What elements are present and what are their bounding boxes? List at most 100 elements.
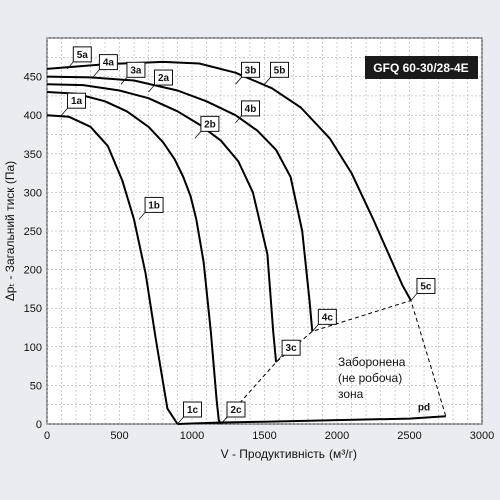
x-tick-label: 2000 — [325, 430, 349, 442]
curve-label-pd: pd — [418, 402, 430, 413]
label-leader — [148, 84, 155, 93]
curve-label-1b: 1b — [138, 196, 164, 220]
label-text: 3a — [130, 65, 142, 76]
label-box — [317, 308, 337, 325]
label-leader — [194, 131, 202, 139]
working-limit-line — [220, 299, 447, 425]
curve-5 — [46, 60, 412, 301]
y-axis-title: Δpₜ - Загальний тиск (Па) — [3, 161, 17, 301]
curve-labels: 1a 1b 1c 2a 2b 2c 3a 3b 3c 4a 4b 4c 5a 5b 5c pd — [61, 46, 436, 425]
label-leader — [93, 69, 100, 77]
label-box — [144, 196, 164, 213]
x-axis-unit: (м³/г) — [329, 447, 357, 461]
label-leader — [138, 212, 146, 220]
curve-label-1a: 1a — [61, 92, 86, 116]
curve-label-4a: 4a — [93, 54, 118, 77]
curve-label-2a: 2a — [148, 69, 173, 93]
label-box — [200, 115, 220, 132]
x-tick-label: 0 — [44, 430, 50, 442]
curve-label-4c: 4c — [312, 308, 337, 332]
curve-1 — [46, 114, 179, 425]
curve-pd — [177, 415, 446, 425]
label-leader — [177, 416, 184, 425]
curve-label-3c: 3c — [275, 339, 301, 363]
curve-label-3a: 3a — [120, 61, 146, 85]
x-tick-label: 1000 — [180, 430, 204, 442]
curve-label-5c: 5c — [410, 277, 436, 301]
curve-label-5a: 5a — [66, 46, 92, 70]
y-tick-label: 250 — [24, 226, 42, 238]
label-text: 4a — [103, 58, 115, 69]
title-background — [365, 56, 478, 79]
chart-title: GFQ 60-30/28-4E — [373, 61, 468, 75]
label-pd-text: pd — [418, 402, 430, 413]
label-box — [67, 92, 86, 109]
label-box — [270, 61, 289, 78]
label-box — [241, 100, 260, 117]
label-box — [416, 277, 436, 294]
label-leader — [220, 416, 228, 425]
y-tick-label: 150 — [24, 303, 42, 315]
y-tick-label: 400 — [24, 110, 42, 122]
curve-4 — [46, 75, 314, 332]
label-text: 2a — [158, 73, 170, 84]
label-leader — [66, 61, 74, 70]
label-leader — [120, 77, 128, 85]
y-tick-label: 450 — [24, 72, 42, 84]
label-box — [98, 54, 118, 71]
label-text: 5c — [420, 281, 432, 292]
y-tick-label: 200 — [24, 265, 42, 277]
x-tick-label: 2500 — [397, 430, 421, 442]
label-leader — [410, 293, 418, 301]
label-text: 4b — [245, 104, 257, 115]
label-box — [281, 339, 301, 356]
curve-label-3b: 3b — [235, 61, 260, 85]
label-text: 4c — [322, 312, 334, 323]
curve-label-5b: 5b — [264, 61, 289, 85]
curve-label-1c: 1c — [177, 401, 202, 425]
label-box — [154, 69, 173, 86]
label-text: 5a — [77, 50, 89, 61]
curve-2 — [46, 91, 222, 425]
label-text: 2c — [230, 405, 242, 416]
x-tick-label: 3000 — [470, 430, 494, 442]
gridlines — [46, 37, 483, 425]
curves — [46, 60, 447, 425]
label-leader — [235, 77, 242, 85]
label-text: 3c — [286, 343, 298, 354]
zone-label-line-3: зона — [338, 387, 364, 401]
label-leader — [235, 115, 242, 124]
label-text: 2b — [204, 119, 216, 130]
zone-label-line-2: (не робоча) — [338, 371, 402, 385]
curve-label-2c: 2c — [220, 401, 246, 425]
curve-label-4b: 4b — [235, 100, 260, 124]
label-leader — [312, 324, 319, 332]
label-text: 1a — [71, 96, 83, 107]
label-box — [241, 61, 260, 78]
label-leader — [264, 77, 271, 85]
label-box — [72, 46, 92, 63]
label-leader — [275, 354, 283, 363]
label-text: 1b — [148, 200, 160, 211]
y-tick-label: 50 — [30, 380, 42, 392]
label-box — [183, 401, 202, 418]
label-leader — [61, 107, 68, 116]
label-box — [226, 401, 246, 418]
tick-labels: 0 500 1000 1500 2000 2500 3000 0 50 100 150 200 250 3… — [24, 72, 495, 442]
label-text: 3b — [245, 65, 257, 76]
y-tick-label: 350 — [24, 149, 42, 161]
y-tick-label: 0 — [36, 419, 42, 431]
label-text: 5b — [274, 65, 286, 76]
x-tick-label: 1500 — [252, 430, 276, 442]
label-text: 1c — [187, 405, 199, 416]
y-tick-label: 300 — [24, 187, 42, 199]
x-axis-title: V - Продуктивність — [221, 447, 325, 461]
curve-3 — [46, 83, 278, 363]
zone-label-line-1: Заборонена — [338, 355, 406, 369]
curve-label-2b: 2b — [194, 115, 220, 139]
title-box: GFQ 60-30/28-4E — [365, 56, 478, 79]
y-tick-label: 100 — [24, 342, 42, 354]
label-box — [126, 61, 146, 78]
x-tick-label: 500 — [110, 430, 128, 442]
